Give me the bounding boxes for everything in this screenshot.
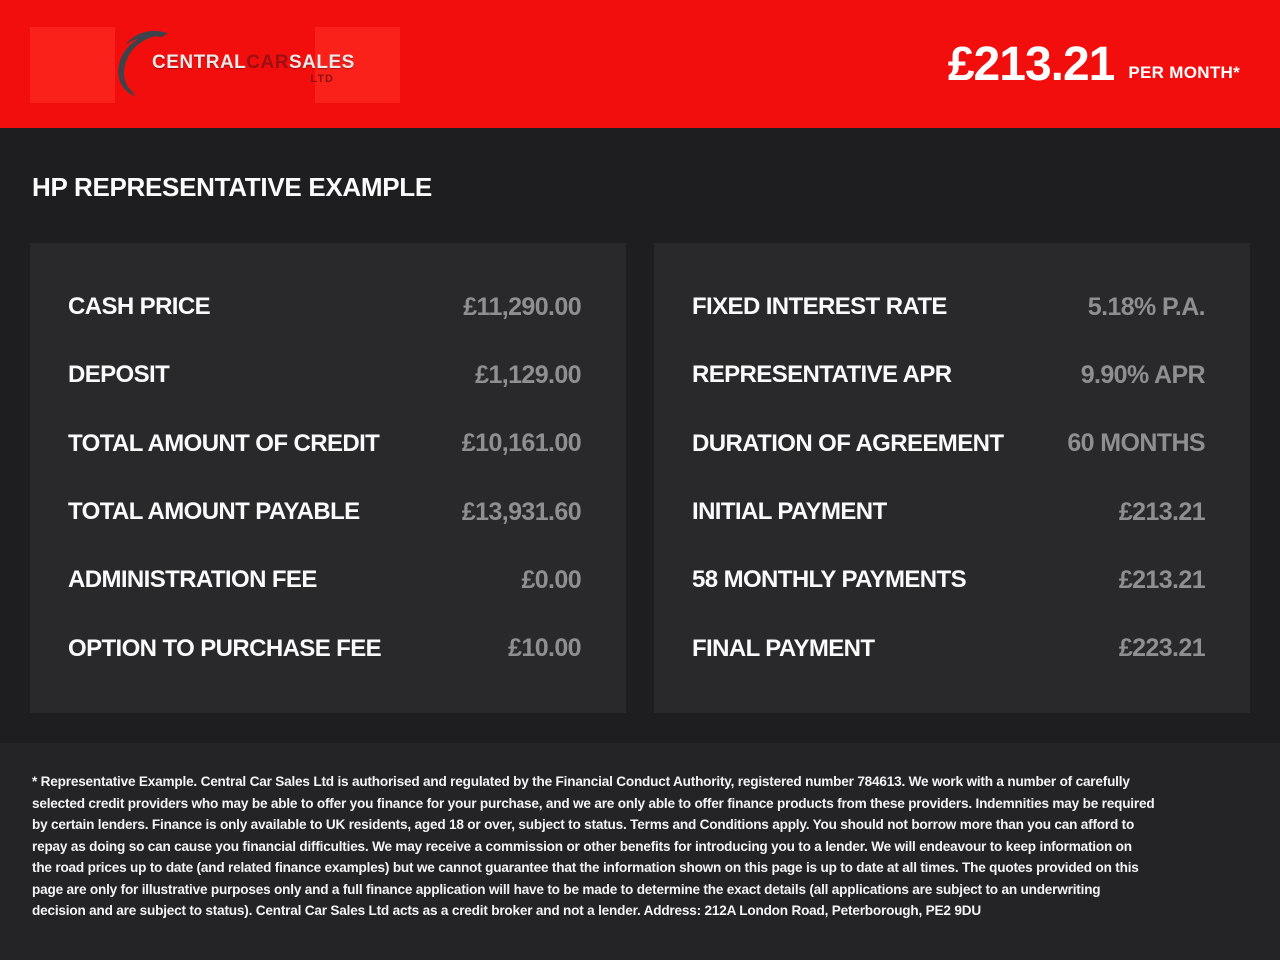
logo-word-central: CENTRAL — [152, 52, 247, 73]
finance-row-label: CASH PRICE — [68, 293, 211, 321]
page-title: HP REPRESENTATIVE EXAMPLE — [32, 172, 432, 202]
table-row: 58 MONTHLY PAYMENTS £213.21 — [692, 546, 1206, 614]
finance-row-value: £10.00 — [508, 634, 581, 663]
table-row: INITIAL PAYMENT £213.21 — [692, 478, 1206, 546]
finance-row-label: TOTAL AMOUNT PAYABLE — [68, 498, 360, 526]
finance-row-label: FIXED INTEREST RATE — [692, 293, 947, 321]
finance-row-label: TOTAL AMOUNT OF CREDIT — [68, 429, 380, 457]
monthly-price-suffix: PER MONTH* — [1128, 63, 1240, 82]
finance-row-value: 9.90% APR — [1080, 360, 1206, 389]
company-logo: CENTRALCARSALES LTD — [30, 27, 400, 103]
finance-row-value: £213.21 — [1118, 565, 1206, 594]
finance-row-value: £11,290.00 — [463, 292, 581, 321]
disclaimer-text: * Representative Example. Central Car Sa… — [32, 774, 1155, 918]
finance-panels: CASH PRICE £11,290.00 DEPOSIT £1,129.00 … — [30, 243, 1250, 713]
finance-row-value: 5.18% P.A. — [1087, 292, 1206, 321]
logo-wordmark: CENTRALCARSALES — [152, 53, 355, 72]
finance-row-label: FINAL PAYMENT — [692, 634, 875, 662]
finance-row-value: £10,161.00 — [461, 429, 582, 458]
finance-row-label: OPTION TO PURCHASE FEE — [68, 634, 382, 662]
logo-red-square-left — [30, 27, 115, 103]
table-row: ADMINISTRATION FEE £0.00 — [68, 546, 582, 614]
finance-panel-left: CASH PRICE £11,290.00 DEPOSIT £1,129.00 … — [30, 243, 626, 713]
logo-red-square-right — [315, 27, 400, 103]
finance-row-label: 58 MONTHLY PAYMENTS — [692, 566, 967, 594]
finance-row-value: £223.21 — [1118, 634, 1206, 663]
table-row: FIXED INTEREST RATE 5.18% P.A. — [692, 273, 1206, 341]
table-row: OPTION TO PURCHASE FEE £10.00 — [68, 614, 582, 682]
table-row: CASH PRICE £11,290.00 — [68, 273, 582, 341]
table-row: TOTAL AMOUNT OF CREDIT £10,161.00 — [68, 410, 582, 478]
finance-row-label: INITIAL PAYMENT — [692, 498, 887, 526]
monthly-price-amount: £213.21 — [947, 37, 1116, 91]
monthly-price: £213.21 PER MONTH* — [948, 0, 1240, 128]
logo-word-sales: SALES — [288, 52, 355, 73]
finance-row-value: £13,931.60 — [461, 497, 582, 526]
finance-row-label: ADMINISTRATION FEE — [68, 566, 317, 594]
finance-row-label: REPRESENTATIVE APR — [692, 361, 952, 389]
finance-row-label: DEPOSIT — [68, 361, 170, 389]
finance-row-value: £213.21 — [1118, 497, 1206, 526]
header-banner: CENTRALCARSALES LTD £213.21 PER MONTH* — [0, 0, 1280, 128]
finance-row-value: 60 MONTHS — [1067, 429, 1205, 458]
disclaimer-band: * Representative Example. Central Car Sa… — [0, 743, 1280, 960]
finance-example-section: HP REPRESENTATIVE EXAMPLE CASH PRICE £11… — [0, 172, 1280, 713]
car-logo-icon — [118, 30, 168, 97]
table-row: DURATION OF AGREEMENT 60 MONTHS — [692, 410, 1206, 478]
table-row: FINAL PAYMENT £223.21 — [692, 614, 1206, 682]
table-row: REPRESENTATIVE APR 9.90% APR — [692, 341, 1206, 409]
logo-word-ltd: LTD — [310, 73, 334, 85]
finance-row-value: £0.00 — [521, 565, 581, 594]
logo-word-car: CAR — [246, 52, 289, 73]
finance-row-label: DURATION OF AGREEMENT — [692, 429, 1004, 457]
table-row: DEPOSIT £1,129.00 — [68, 341, 582, 409]
finance-panel-right: FIXED INTEREST RATE 5.18% P.A. REPRESENT… — [654, 243, 1250, 713]
finance-row-value: £1,129.00 — [475, 360, 581, 389]
table-row: TOTAL AMOUNT PAYABLE £13,931.60 — [68, 478, 582, 546]
